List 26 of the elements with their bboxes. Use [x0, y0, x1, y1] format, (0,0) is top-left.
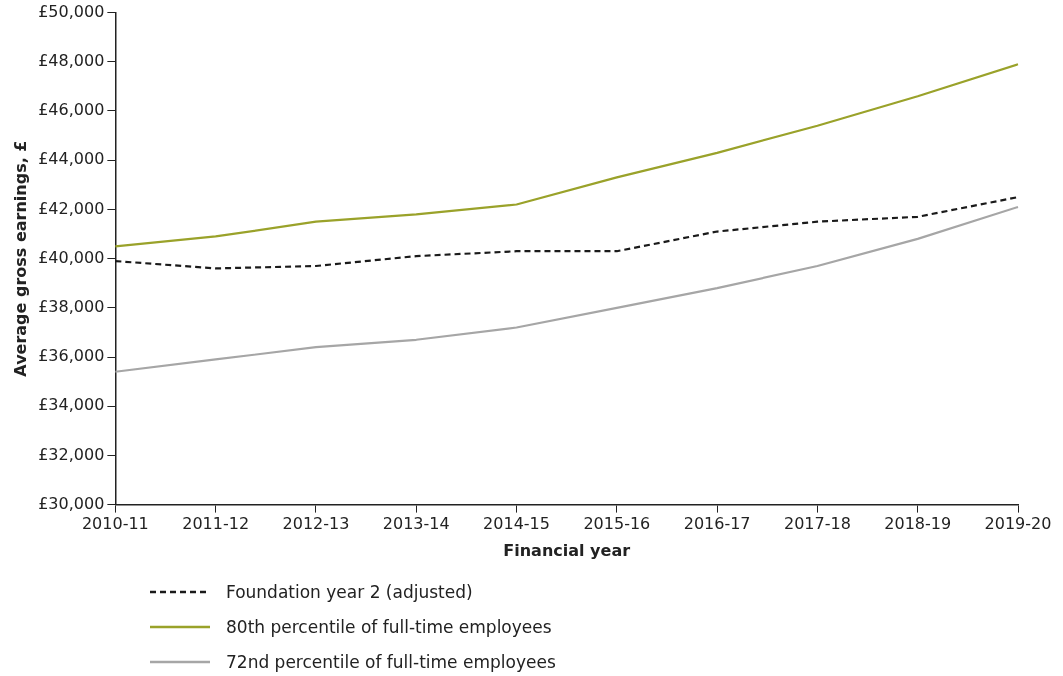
y-tick-label: £30,000	[38, 493, 105, 513]
y-axis-title: Average gross earnings, £	[10, 140, 30, 377]
x-tick-label: 2018-19	[884, 514, 952, 534]
y-tick-label: £48,000	[38, 50, 105, 70]
y-tick-label: £32,000	[38, 444, 105, 464]
legend-label: 80th percentile of full-time employees	[226, 616, 552, 637]
y-tick-label: £36,000	[38, 346, 105, 366]
x-tick-label: 2015-16	[583, 514, 651, 534]
x-tick-label: 2012-13	[282, 514, 350, 534]
x-tick-label: 2014-15	[483, 514, 550, 534]
x-tick-label: 2016-17	[683, 514, 751, 534]
x-axis-title: Financial year	[503, 540, 631, 560]
y-tick-label: £46,000	[38, 100, 105, 120]
legend-label: Foundation year 2 (adjusted)	[226, 581, 473, 602]
x-tick-label: 2013-14	[382, 514, 450, 534]
y-tick-label: £38,000	[38, 296, 105, 316]
legend-label: 72nd percentile of full-time employees	[226, 651, 556, 672]
y-tick-label: £40,000	[38, 247, 105, 267]
x-tick-label: 2019-20	[984, 514, 1052, 534]
x-tick-label: 2010-11	[81, 514, 149, 534]
y-tick-label: £42,000	[38, 198, 105, 218]
x-tick-label: 2017-18	[783, 514, 851, 534]
y-tick-label: £34,000	[38, 395, 105, 415]
y-tick-label: £50,000	[38, 1, 105, 21]
x-tick-label: 2011-12	[182, 514, 250, 534]
y-tick-label: £44,000	[38, 149, 105, 169]
